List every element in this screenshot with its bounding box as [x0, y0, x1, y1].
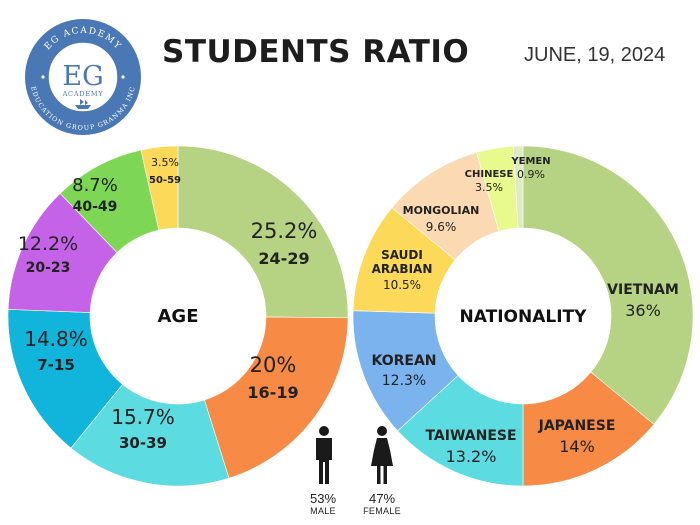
male-person-icon: [316, 426, 332, 484]
data-label-category: 24-29: [258, 249, 309, 268]
data-label-value: 0.9%: [517, 168, 545, 181]
data-label-value: 10.5%: [383, 278, 421, 292]
data-label-value: 14%: [559, 437, 595, 456]
slice-24-29: [177, 145, 349, 319]
data-label-category: JAPANESE: [538, 418, 616, 434]
data-label-category: KOREAN: [371, 353, 436, 369]
label-40-49: 8.7% 40-49: [72, 175, 118, 215]
label-30-39: 15.7% 30-39: [111, 405, 175, 452]
data-label-category: 30-39: [119, 434, 167, 452]
slice-vietnam: [522, 145, 694, 425]
donut-hole: [90, 228, 266, 404]
label-20-23: 12.2% 20-23: [18, 233, 78, 276]
male-label: MALE: [310, 506, 336, 516]
label-vietnam: VIETNAM 36%: [607, 282, 679, 320]
female-person-icon: [371, 426, 393, 484]
data-label-value: 12.3%: [382, 373, 426, 389]
donut-hole: [435, 228, 611, 404]
slice-50-59: [140, 145, 179, 231]
female-stat: 47% FEMALE: [352, 491, 412, 516]
data-label-category: 16-19: [247, 383, 298, 402]
data-label-category: 20-23: [26, 260, 71, 276]
data-label-value: 8.7%: [72, 175, 118, 196]
nationality-donut-chart: NATIONALITY VIETNAM 36% JAPANESE 14% TAIWANES…: [352, 145, 694, 487]
label-taiwanese: TAIWANESE 13.2%: [425, 428, 516, 466]
data-label-value: 13.2%: [446, 447, 497, 466]
data-label-category: VIETNAM: [607, 282, 679, 298]
data-label-category: YEMEN: [510, 156, 550, 167]
data-label-value: 14.8%: [24, 327, 88, 351]
label-50-59: 3.5% 50-59: [149, 156, 181, 186]
page-title: STUDENTS RATIO: [162, 34, 470, 70]
ship-icon: [75, 99, 91, 109]
logo-sub: ACADEMY: [62, 90, 104, 98]
female-label: FEMALE: [363, 506, 401, 516]
male-percent: 53%: [309, 491, 337, 506]
data-label-value: 15.7%: [111, 405, 175, 429]
label-7-15: 14.8% 7-15: [24, 327, 88, 374]
data-label-value: 9.6%: [426, 220, 457, 234]
age-donut-chart: AGE 25.2% 24-29 20% 16-19 15.7% 30-39 14.8% 7-15…: [7, 145, 349, 487]
label-japanese: JAPANESE 14%: [538, 418, 616, 456]
label-16-19: 20% 16-19: [247, 353, 298, 402]
label-saudi-arabian: SAUDI ARABIAN 10.5%: [372, 248, 433, 292]
data-label-category: TAIWANESE: [425, 428, 516, 444]
center-label: NATIONALITY: [460, 307, 588, 327]
data-label-category: CHINESE: [465, 169, 514, 180]
data-label-value: 20%: [250, 353, 297, 377]
eg-academy-logo: EG ACADEMY EDUCATION GROUP GRANMA INC EG…: [25, 19, 141, 135]
slice-16-19: [204, 316, 349, 479]
label-korean: KOREAN 12.3%: [371, 353, 436, 389]
center-label: AGE: [157, 306, 198, 327]
data-label-value: 12.2%: [18, 233, 78, 255]
data-label-category: MONGOLIAN: [403, 204, 480, 217]
label-mongolian: MONGOLIAN 9.6%: [403, 204, 480, 234]
label-24-29: 25.2% 24-29: [251, 219, 318, 268]
logo-mark: EG: [62, 61, 103, 92]
male-stat: 53% MALE: [293, 491, 353, 516]
data-label-category: 50-59: [149, 175, 181, 186]
data-label-value: 3.5%: [151, 156, 179, 169]
data-label-category: 40-49: [73, 199, 118, 215]
data-label-category: SAUDI ARABIAN: [372, 248, 433, 276]
data-label-category: 7-15: [37, 356, 75, 374]
report-date: JUNE, 19, 2024: [524, 44, 666, 66]
data-label-value: 3.5%: [475, 181, 503, 194]
female-percent: 47%: [368, 491, 396, 506]
data-label-value: 25.2%: [251, 219, 318, 243]
data-label-value: 36%: [625, 301, 661, 320]
slice-yemen: [513, 145, 524, 229]
